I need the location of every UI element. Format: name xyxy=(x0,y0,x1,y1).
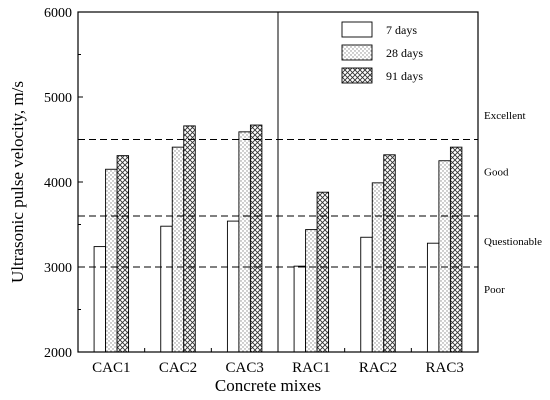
y-tick-label: 3000 xyxy=(44,261,72,276)
bar-cac3-28-days xyxy=(238,131,251,353)
bar-rac2-91-days xyxy=(383,154,396,353)
bar-rac2-7-days xyxy=(360,236,373,353)
legend-label: 91 days xyxy=(386,69,423,83)
x-tick-label: CAC3 xyxy=(225,360,263,376)
x-tick-label: RAC2 xyxy=(359,360,397,376)
bar-rac3-7-days xyxy=(426,242,440,353)
x-tick-label: RAC1 xyxy=(292,360,330,376)
zone-label-poor: Poor xyxy=(484,284,505,296)
bar-cac1-7-days xyxy=(93,246,107,353)
bar-rac1-7-days xyxy=(293,265,307,353)
y-tick-label: 2000 xyxy=(44,346,72,361)
x-tick-label: RAC3 xyxy=(425,360,463,376)
zone-label-questionable: Questionable xyxy=(484,236,542,248)
bar-cac1-28-days xyxy=(105,168,118,353)
y-tick-label: 4000 xyxy=(44,176,72,191)
bar-rac3-28-days xyxy=(438,160,451,353)
legend-swatch-7-days xyxy=(341,21,373,38)
bar-cac2-7-days xyxy=(160,225,173,353)
y-tick-label: 6000 xyxy=(44,6,72,21)
x-axis-title: Concrete mixes xyxy=(215,376,321,395)
bar-cac3-7-days xyxy=(226,220,240,353)
x-tick-label: CAC2 xyxy=(159,360,197,376)
legend-swatch-91-days xyxy=(341,67,373,84)
zone-label-good: Good xyxy=(484,166,509,178)
bar-cac3-91-days xyxy=(249,124,263,353)
y-tick-label: 5000 xyxy=(44,91,72,106)
bar-rac3-91-days xyxy=(449,146,463,353)
legend-swatch-28-days xyxy=(341,44,373,61)
y-axis-title: Ultrasonic pulse velocity, m/s xyxy=(8,81,27,283)
legend: 7 days 28 days 91 days xyxy=(341,21,423,84)
axes: CAC1 CAC2 CAC3 RAC1 RAC2 RAC3 Excellent Good Que… xyxy=(44,6,542,376)
bar-cac1-91-days xyxy=(116,155,130,353)
legend-label: 28 days xyxy=(386,46,423,60)
bar-cac2-28-days xyxy=(171,146,185,353)
bar-cac2-91-days xyxy=(183,125,196,353)
bar-rac1-28-days xyxy=(305,229,318,353)
legend-label: 7 days xyxy=(386,23,417,37)
x-tick-label: CAC1 xyxy=(92,360,130,376)
zone-label-excellent: Excellent xyxy=(484,110,526,122)
